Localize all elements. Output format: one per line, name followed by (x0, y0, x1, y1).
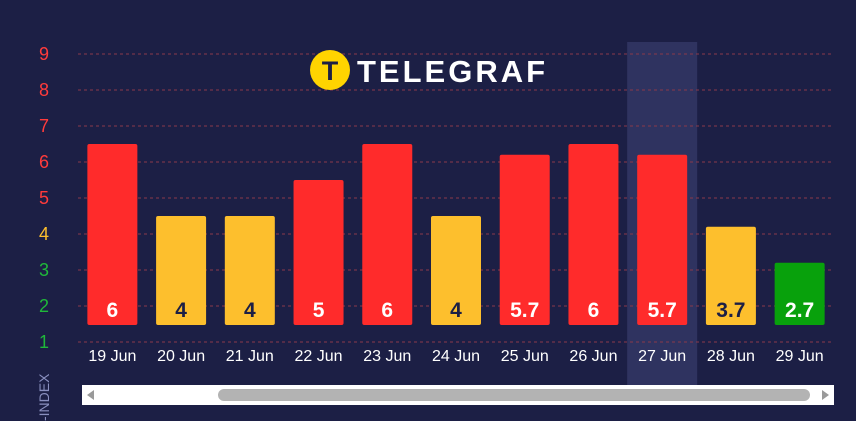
brand-name: TELEGRAF (357, 54, 548, 89)
bar[interactable] (224, 216, 275, 325)
bar[interactable] (637, 154, 688, 325)
horizontal-scrollbar[interactable] (82, 385, 834, 405)
x-tick-label: 28 Jun (707, 348, 755, 365)
bar[interactable] (431, 216, 481, 325)
data-label: 5.7 (510, 299, 539, 322)
data-label: 3.7 (716, 299, 745, 322)
data-label: 6 (107, 299, 119, 322)
bar[interactable] (705, 226, 756, 325)
x-tick-label: 19 Jun (88, 348, 136, 365)
data-label: 5 (313, 299, 325, 322)
x-tick-label: 23 Jun (363, 348, 411, 365)
y-axis-title: -INDEX (36, 373, 52, 421)
data-label: 4 (244, 299, 256, 322)
data-label: 4 (175, 299, 187, 322)
bar[interactable] (156, 216, 207, 325)
y-tick-label: 6 (39, 152, 49, 172)
data-label: 5.7 (648, 299, 677, 322)
y-tick-label: 4 (39, 224, 49, 244)
bar[interactable] (362, 144, 413, 325)
bar[interactable] (293, 180, 344, 325)
logo-letter: T (322, 56, 339, 86)
x-tick-label: 26 Jun (569, 348, 617, 365)
brand-logo: T TELEGRAF (310, 50, 548, 90)
arrow-right-icon[interactable] (818, 385, 834, 405)
bar[interactable] (87, 144, 138, 325)
data-label: 6 (381, 299, 393, 322)
scrollbar-thumb[interactable] (218, 389, 810, 401)
x-tick-label: 22 Jun (295, 348, 343, 365)
bar[interactable] (499, 154, 550, 325)
x-tick-label: 21 Jun (226, 348, 274, 365)
y-tick-label: 3 (39, 260, 49, 280)
x-tick-label: 27 Jun (638, 348, 686, 365)
bar[interactable] (774, 262, 825, 325)
telegraf-logo-icon (310, 50, 350, 90)
x-tick-label: 25 Jun (501, 348, 549, 365)
y-tick-label: 5 (39, 188, 49, 208)
data-label: 4 (450, 299, 462, 322)
data-label: 6 (588, 299, 600, 322)
x-tick-label: 29 Jun (776, 348, 824, 365)
y-tick-label: 9 (39, 44, 49, 64)
y-tick-label: 7 (39, 116, 49, 136)
x-tick-label: 24 Jun (432, 348, 480, 365)
data-label: 2.7 (785, 299, 814, 322)
arrow-left-icon[interactable] (82, 385, 98, 405)
bar[interactable] (568, 144, 619, 325)
y-tick-label: 1 (39, 332, 49, 352)
y-tick-label: 8 (39, 80, 49, 100)
y-tick-label: 2 (39, 296, 49, 316)
x-tick-label: 20 Jun (157, 348, 205, 365)
